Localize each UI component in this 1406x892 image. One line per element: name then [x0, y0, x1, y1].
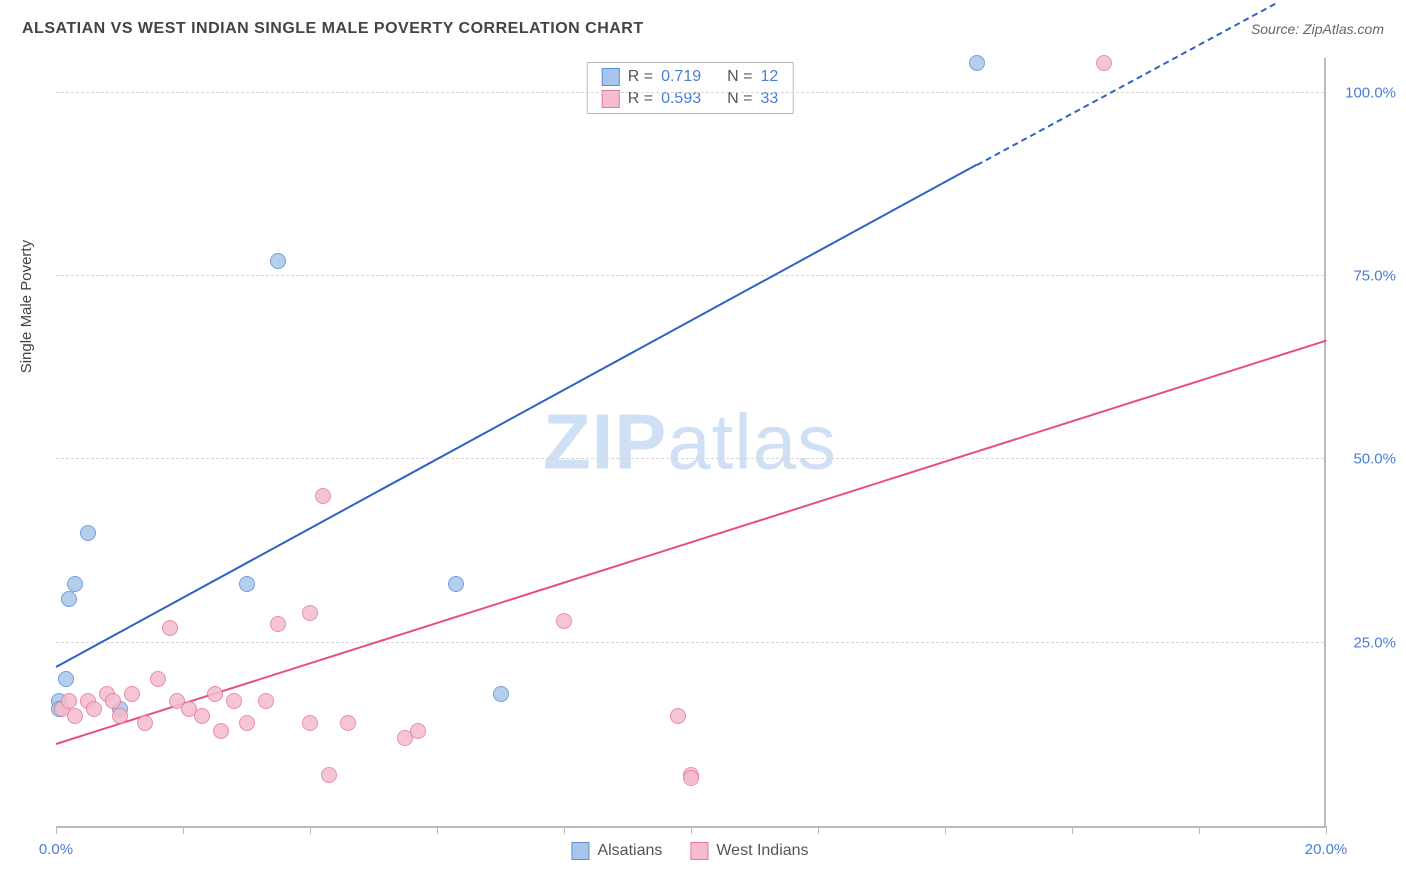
x-tick-label: 0.0%: [39, 841, 73, 858]
data-point-west_indians: [112, 708, 128, 724]
legend-n-label: N =: [727, 68, 752, 86]
legend-r-label-2: R =: [628, 90, 653, 108]
legend-item-westindians: West Indians: [690, 842, 808, 860]
data-point-alsatians: [58, 671, 74, 687]
data-point-alsatians: [270, 253, 286, 269]
legend-swatch-westindians-icon: [602, 90, 620, 108]
legend-label-alsatians: Alsatians: [597, 842, 662, 860]
x-tick: [564, 826, 565, 834]
data-point-west_indians: [410, 723, 426, 739]
data-point-west_indians: [258, 693, 274, 709]
x-tick: [310, 826, 311, 834]
data-point-west_indians: [137, 715, 153, 731]
legend-n-alsatians: 12: [760, 68, 778, 86]
data-point-west_indians: [124, 686, 140, 702]
legend-item-alsatians: Alsatians: [571, 842, 662, 860]
legend-r-label: R =: [628, 68, 653, 86]
data-point-alsatians: [493, 686, 509, 702]
data-point-west_indians: [86, 701, 102, 717]
legend-swatch2-alsatians-icon: [571, 842, 589, 860]
data-point-west_indians: [556, 613, 572, 629]
gridline: [56, 92, 1324, 93]
legend-swatch-alsatians-icon: [602, 68, 620, 86]
data-point-west_indians: [321, 767, 337, 783]
chart-header: ALSATIAN VS WEST INDIAN SINGLE MALE POVE…: [22, 20, 1384, 38]
legend-n-westindians: 33: [760, 90, 778, 108]
data-point-west_indians: [150, 671, 166, 687]
data-point-alsatians: [67, 576, 83, 592]
data-point-west_indians: [683, 770, 699, 786]
data-point-west_indians: [1096, 55, 1112, 71]
data-point-alsatians: [239, 576, 255, 592]
data-point-alsatians: [969, 55, 985, 71]
data-point-west_indians: [226, 693, 242, 709]
x-tick-label: 20.0%: [1305, 841, 1348, 858]
legend-r-westindians: 0.593: [661, 90, 701, 108]
y-axis-label: Single Male Poverty: [18, 240, 35, 373]
data-point-west_indians: [61, 693, 77, 709]
x-tick: [56, 826, 57, 834]
x-tick: [818, 826, 819, 834]
x-tick: [437, 826, 438, 834]
chart-source: Source: ZipAtlas.com: [1251, 21, 1384, 37]
data-point-west_indians: [315, 488, 331, 504]
legend-swatch2-westindians-icon: [690, 842, 708, 860]
legend-series: Alsatians West Indians: [571, 842, 808, 860]
data-point-west_indians: [67, 708, 83, 724]
x-tick: [691, 826, 692, 834]
data-point-alsatians: [448, 576, 464, 592]
legend-n-label-2: N =: [727, 90, 752, 108]
y-tick-label: 25.0%: [1336, 634, 1396, 651]
data-point-alsatians: [61, 591, 77, 607]
data-point-alsatians: [80, 525, 96, 541]
gridline: [56, 642, 1324, 643]
trend-line: [56, 340, 1327, 745]
watermark-zip: ZIP: [543, 398, 667, 486]
watermark-atlas: atlas: [667, 398, 837, 486]
plot-area: ZIPatlas R = 0.719 N = 12 R = 0.593 N = …: [56, 58, 1326, 828]
legend-label-westindians: West Indians: [716, 842, 808, 860]
legend-correlation: R = 0.719 N = 12 R = 0.593 N = 33: [587, 62, 794, 114]
data-point-west_indians: [207, 686, 223, 702]
x-tick: [1199, 826, 1200, 834]
data-point-west_indians: [340, 715, 356, 731]
data-point-west_indians: [213, 723, 229, 739]
legend-r-alsatians: 0.719: [661, 68, 701, 86]
data-point-west_indians: [239, 715, 255, 731]
data-point-west_indians: [194, 708, 210, 724]
y-tick-label: 100.0%: [1336, 84, 1396, 101]
x-tick: [945, 826, 946, 834]
data-point-west_indians: [302, 605, 318, 621]
source-label: Source:: [1251, 21, 1299, 37]
y-tick-label: 50.0%: [1336, 451, 1396, 468]
gridline: [56, 458, 1324, 459]
data-point-west_indians: [670, 708, 686, 724]
data-point-west_indians: [302, 715, 318, 731]
trend-line: [56, 164, 978, 668]
data-point-west_indians: [270, 616, 286, 632]
gridline: [56, 275, 1324, 276]
data-point-west_indians: [162, 620, 178, 636]
watermark: ZIPatlas: [543, 397, 837, 488]
legend-row-alsatians: R = 0.719 N = 12: [588, 66, 793, 88]
chart-title: ALSATIAN VS WEST INDIAN SINGLE MALE POVE…: [22, 20, 644, 38]
y-tick-label: 75.0%: [1336, 268, 1396, 285]
source-value: ZipAtlas.com: [1303, 21, 1384, 37]
x-tick: [1326, 826, 1327, 834]
x-tick: [183, 826, 184, 834]
data-point-west_indians: [105, 693, 121, 709]
x-tick: [1072, 826, 1073, 834]
